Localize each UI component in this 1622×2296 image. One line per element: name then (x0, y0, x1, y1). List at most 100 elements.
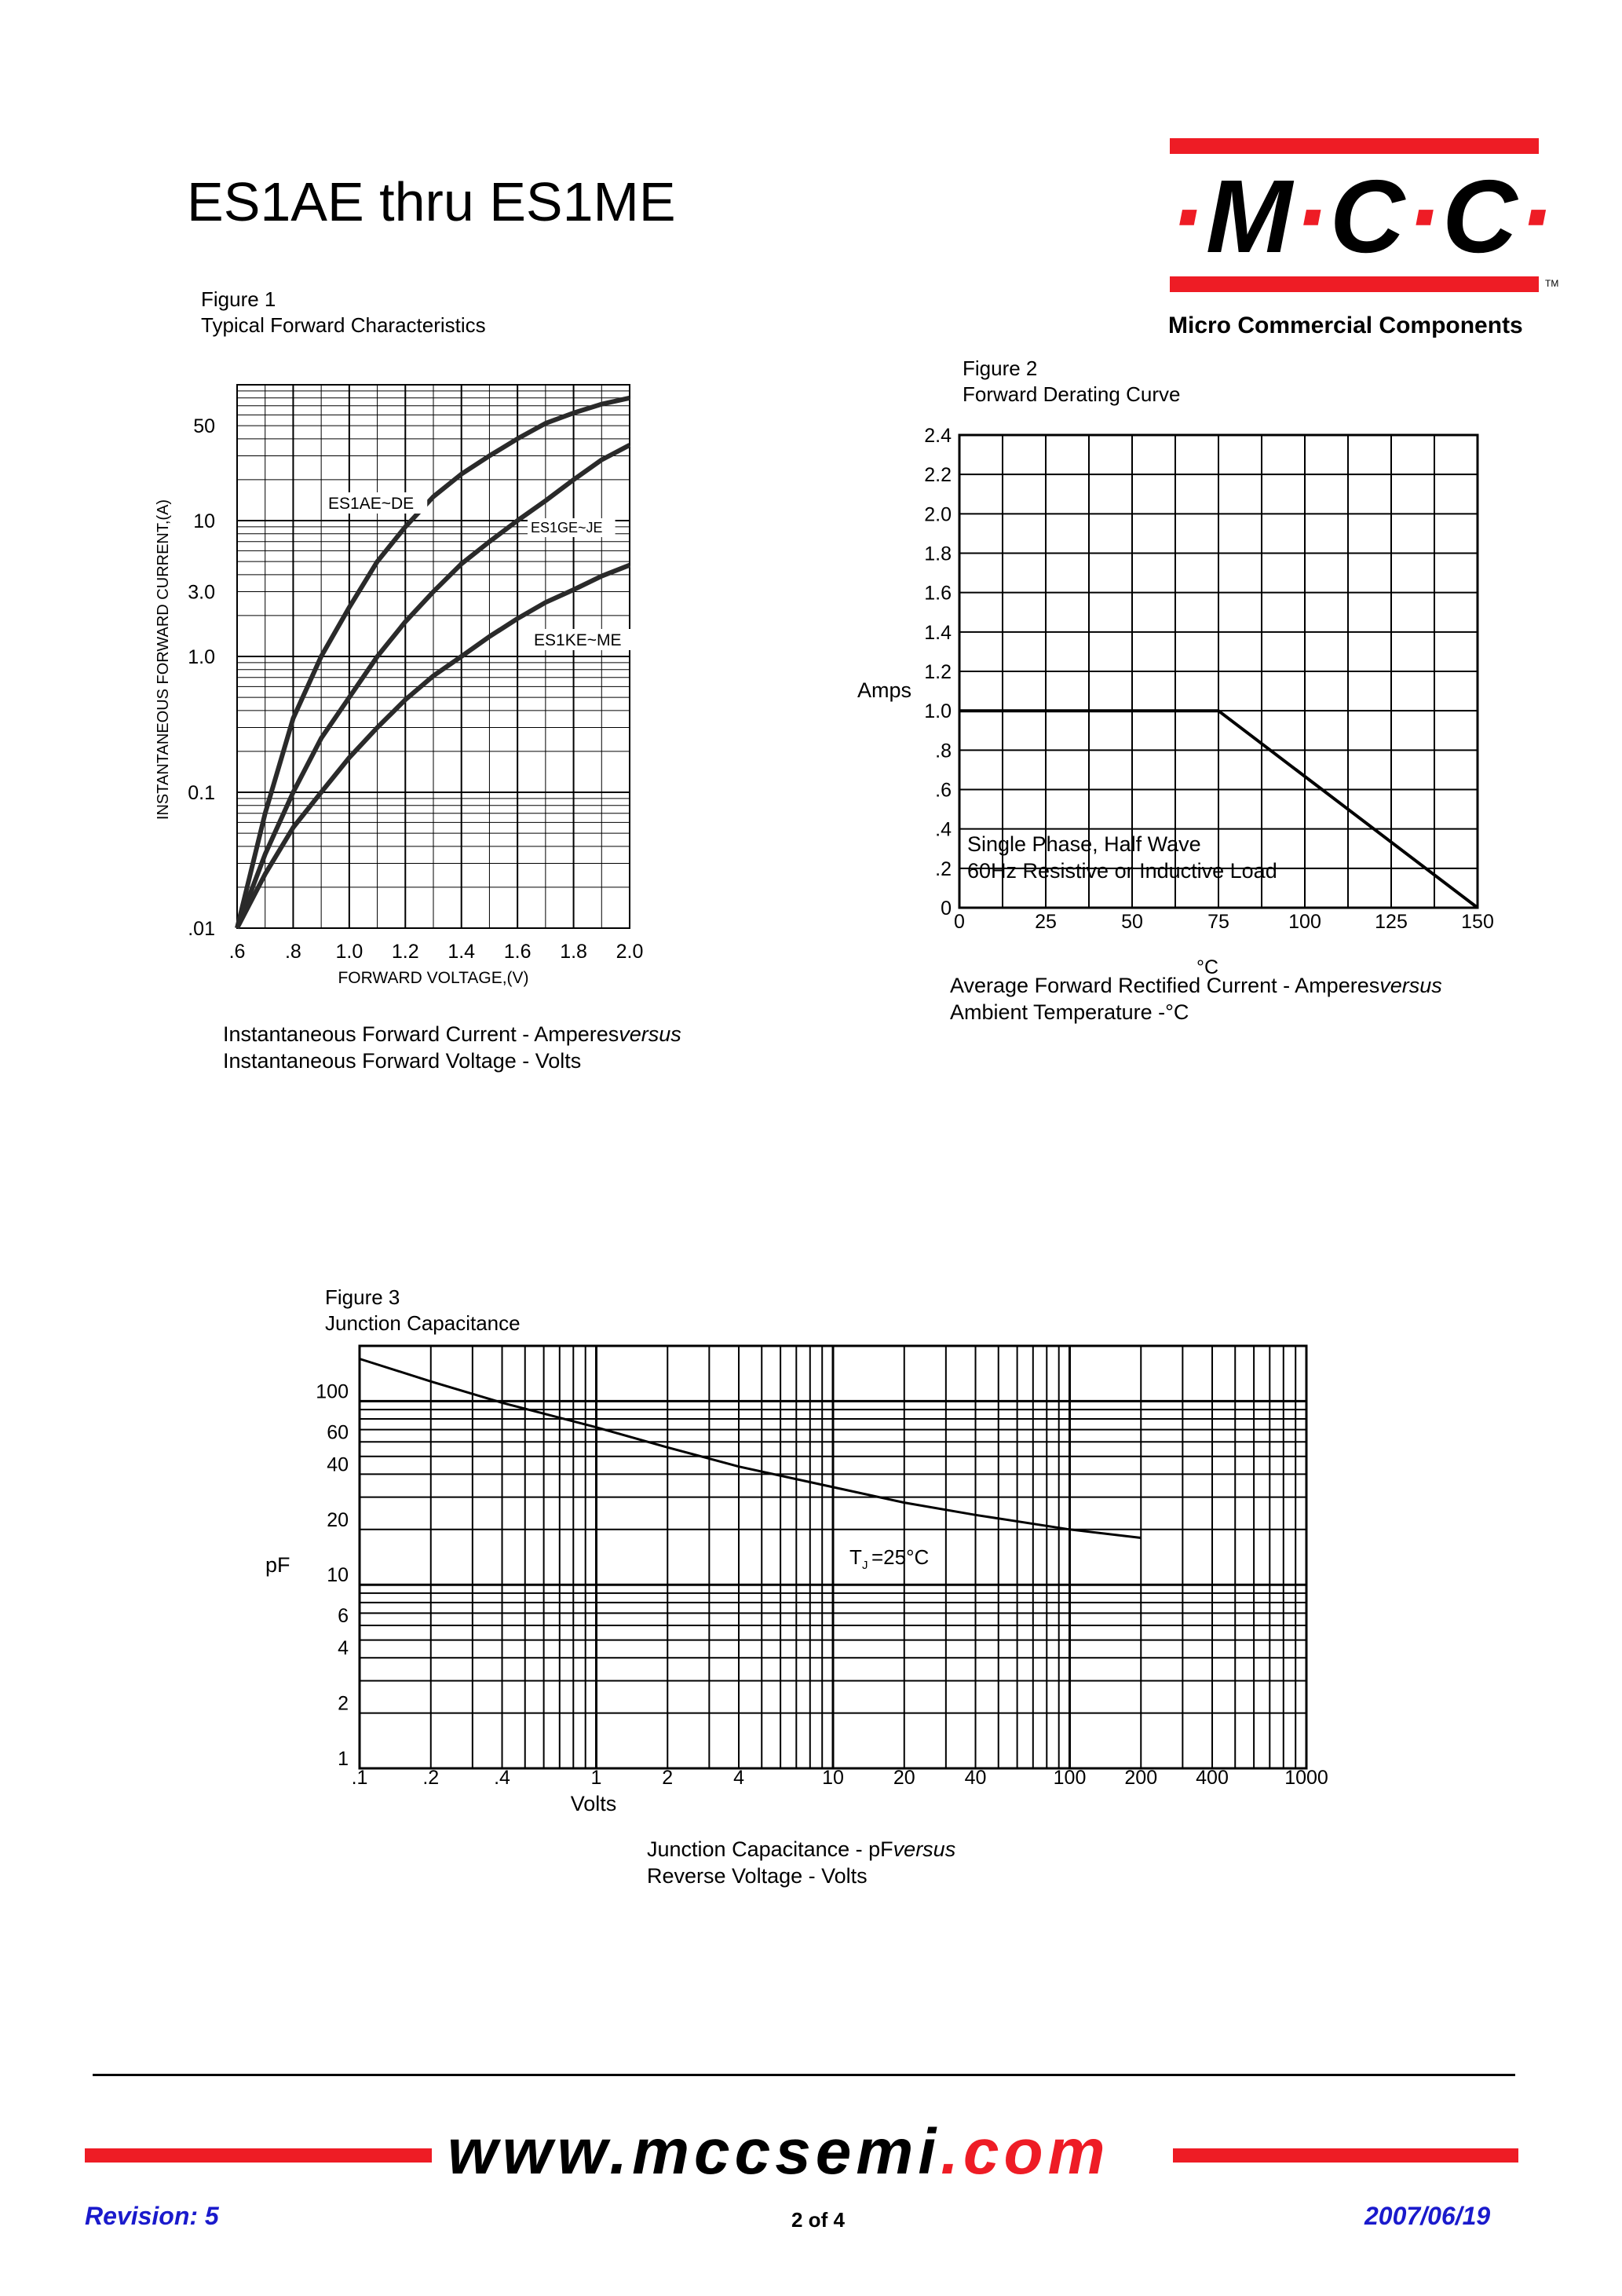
fig2-label: Figure 2 Forward Derating Curve (963, 356, 1180, 408)
fig3-y-axis-label: pF (265, 1553, 290, 1577)
page-title: ES1AE thru ES1ME (187, 171, 676, 232)
fig1-caption-versus: versus (619, 1022, 681, 1046)
logo-dot: · (1170, 159, 1206, 274)
fig2-x-axis-label: °C (1196, 956, 1218, 978)
fig2-caption-line2: Ambient Temperature -°C (950, 1000, 1189, 1024)
fig2-plot-frame (958, 433, 1479, 909)
fig3-y-tick-label: 100 (316, 1380, 349, 1402)
fig1-title: Typical Forward Characteristics (201, 313, 486, 337)
fig2-y-tick-label: 1.6 (924, 583, 952, 605)
fig1-x-tick-label: 1.6 (504, 941, 532, 963)
fig1-y-tick-label: 10 (193, 510, 215, 532)
fig3-x-tick-label: 10 (822, 1767, 844, 1789)
fig1-y-tick-label: 50 (193, 415, 215, 437)
website-main: www.mccsemi (448, 2116, 941, 2188)
fig3-x-tick-label: .4 (494, 1767, 510, 1789)
fig2-y-tick-label: 1.4 (924, 622, 952, 644)
fig2-caption: Average Forward Rectified Current - Ampe… (950, 972, 1442, 1026)
fig1-series-label: ES1AE~DE (328, 495, 414, 513)
fig3-x-tick-label: 1000 (1284, 1767, 1328, 1789)
fig3-x-axis-label: Volts (571, 1792, 617, 1815)
revision-label: Revision: 5 (85, 2202, 219, 2230)
fig1-y-tick-label: .01 (188, 918, 215, 940)
fig2-y-tick-label: .4 (935, 819, 952, 841)
fig3-x-tick-label: 20 (893, 1767, 915, 1789)
fig3-y-tick-label: 40 (327, 1453, 349, 1475)
fig1-series-line (235, 395, 630, 929)
fig3-plot-frame (358, 1344, 1308, 1770)
fig1-series-label: ES1KE~ME (534, 631, 621, 649)
fig3-y-tick-label: 1 (338, 1748, 349, 1770)
logo-bottom-bar (1170, 276, 1539, 292)
fig3-caption: Junction Capacitance - pFversus Reverse … (647, 1836, 955, 1889)
fig2-x-tick-label: 100 (1288, 911, 1321, 933)
fig2-x-tick-label: 50 (1121, 911, 1143, 933)
website-url[interactable]: www.mccsemi.com (448, 2120, 1110, 2184)
fig2-number: Figure 2 (963, 356, 1038, 380)
fig1-y-tick-label: 0.1 (188, 782, 215, 804)
fig2-y-tick-label: 2.4 (924, 425, 952, 447)
fig3-caption-line1: Junction Capacitance - pF (647, 1837, 893, 1861)
fig1-series-label-bg (325, 492, 428, 514)
logo-top-bar (1170, 138, 1539, 154)
fig3-x-tick-label: .2 (422, 1767, 439, 1789)
fig3-number: Figure 3 (325, 1285, 400, 1309)
fig1-x-axis-label: FORWARD VOLTAGE,(V) (338, 969, 528, 987)
fig1-series-label-bg (531, 629, 634, 650)
fig3-caption-line2: Reverse Voltage - Volts (647, 1864, 868, 1888)
fig1-caption-line1: Instantaneous Forward Current - Amperes (223, 1022, 619, 1046)
fig3-annotation-sub: J (862, 1559, 868, 1572)
fig1-x-tick-label: 1.4 (448, 941, 475, 963)
fig3-y-tick-label: 4 (338, 1637, 349, 1659)
fig3-x-tick-label: 1 (591, 1767, 602, 1789)
fig2-y-tick-label: 1.0 (924, 700, 952, 722)
fig2-title: Forward Derating Curve (963, 382, 1181, 406)
fig2-y-tick-label: 0 (941, 898, 952, 919)
fig2-y-tick-label: .8 (935, 740, 952, 762)
logo-letter-c: C (1329, 159, 1407, 274)
fig2-y-tick-label: 1.2 (924, 661, 952, 683)
fig3-y-tick-label: 60 (327, 1421, 349, 1443)
fig3-annotation-t: T (849, 1545, 862, 1569)
fig2-y-tick-label: 2.0 (924, 503, 952, 525)
fig2-y-tick-label: 2.2 (924, 464, 952, 486)
fig3-x-tick-label: 400 (1196, 1767, 1229, 1789)
fig2-derating-line (959, 709, 1479, 909)
fig1-number: Figure 1 (201, 287, 276, 311)
fig3-capacitance-line (359, 1358, 1142, 1539)
fig2-x-tick-label: 25 (1035, 911, 1057, 933)
fig3-x-tick-label: 4 (733, 1767, 744, 1789)
logo-dot: · (1518, 159, 1555, 274)
fig3-y-tick-label: 2 (338, 1693, 349, 1715)
fig3-annotation-rest: =25°C (871, 1545, 929, 1569)
fig2-y-tick-label: .6 (935, 780, 952, 802)
fig3-x-tick-label: .1 (352, 1767, 368, 1789)
fig1-plot-frame (236, 384, 630, 929)
footer-left-bar (85, 2148, 432, 2163)
fig1-series-label-bg (528, 518, 616, 537)
fig1-label: Figure 1 Typical Forward Characteristics (201, 287, 486, 338)
trademark-mark: TM (1545, 278, 1559, 289)
fig2-caption-line1: Average Forward Rectified Current - Ampe… (950, 974, 1380, 997)
fig1-y-tick-label: 1.0 (188, 646, 215, 668)
fig2-y-axis-label: Amps (857, 678, 911, 702)
fig3-x-tick-label: 100 (1054, 1767, 1087, 1789)
logo-dot: · (1293, 159, 1330, 274)
logo-letter-c: C (1442, 159, 1519, 274)
fig1-x-tick-label: 1.2 (392, 941, 419, 963)
footer-right-bar (1173, 2148, 1518, 2163)
fig1-series-label: ES1GE~JE (531, 520, 603, 536)
fig2-annotation-line2: 60Hz Resistive or Inductive Load (967, 859, 1277, 883)
fig3-caption-versus: versus (893, 1837, 956, 1861)
fig2-x-tick-label: 125 (1375, 911, 1408, 933)
fig3-x-tick-label: 40 (965, 1767, 987, 1789)
fig2-y-tick-label: 1.8 (924, 543, 952, 565)
website-tld: .com (941, 2116, 1110, 2188)
fig1-x-tick-label: .6 (229, 941, 246, 963)
fig2-annotation-line1: Single Phase, Half Wave (967, 832, 1201, 856)
fig1-caption-line2: Instantaneous Forward Voltage - Volts (223, 1049, 582, 1073)
fig3-label: Figure 3 Junction Capacitance (325, 1285, 521, 1336)
fig3-y-tick-label: 10 (327, 1564, 349, 1586)
fig1-x-tick-label: .8 (285, 941, 301, 963)
